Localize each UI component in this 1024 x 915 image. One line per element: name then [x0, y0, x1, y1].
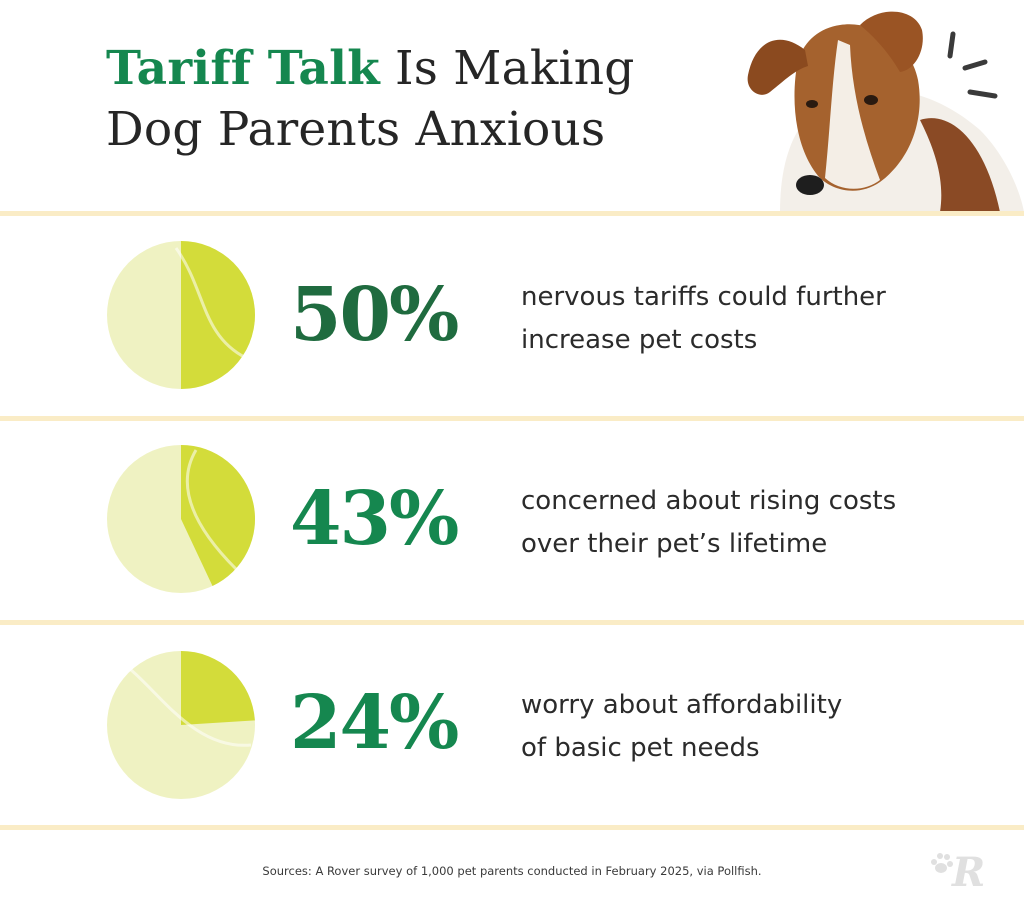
tennis-ball-pie: [107, 651, 255, 799]
dog-photo: [747, 11, 1024, 212]
stat-description-line: concerned about rising costs: [521, 486, 897, 516]
stat-value: 43%: [290, 476, 459, 562]
stat-description-line: increase pet costs: [521, 325, 758, 355]
stat-description-line: nervous tariffs could further: [521, 282, 886, 312]
title-line-2: Dog Parents Anxious: [106, 102, 606, 158]
stat-value: 24%: [290, 680, 459, 766]
stat-description: worry about affordability of basic pet n…: [521, 684, 1001, 770]
rover-logo-icon: R: [931, 849, 985, 894]
pie-slice: [181, 445, 256, 586]
stat-description-line: worry about affordability: [521, 690, 843, 720]
divider: [0, 211, 1024, 216]
tennis-ball-pie: [107, 445, 256, 593]
divider: [0, 416, 1024, 421]
stat-value: 50%: [290, 272, 459, 358]
stat-description-line: of basic pet needs: [521, 733, 760, 763]
stat-description-line: over their pet’s lifetime: [521, 529, 828, 559]
tennis-ball-pie: [107, 241, 255, 389]
stat-description: nervous tariffs could further increase p…: [521, 276, 1001, 362]
source-note: Sources: A Rover survey of 1,000 pet par…: [262, 864, 762, 878]
svg-text:R: R: [951, 849, 985, 894]
divider: [0, 825, 1024, 830]
title-accent: Tariff Talk: [106, 41, 380, 96]
title-rest: Is Making: [379, 41, 635, 96]
page-title: Tariff Talk Is Making Dog Parents Anxiou…: [106, 38, 635, 160]
stat-description: concerned about rising costs over their …: [521, 480, 1001, 566]
divider: [0, 620, 1024, 625]
pie-slice: [181, 651, 255, 725]
pie-slice: [181, 241, 255, 389]
